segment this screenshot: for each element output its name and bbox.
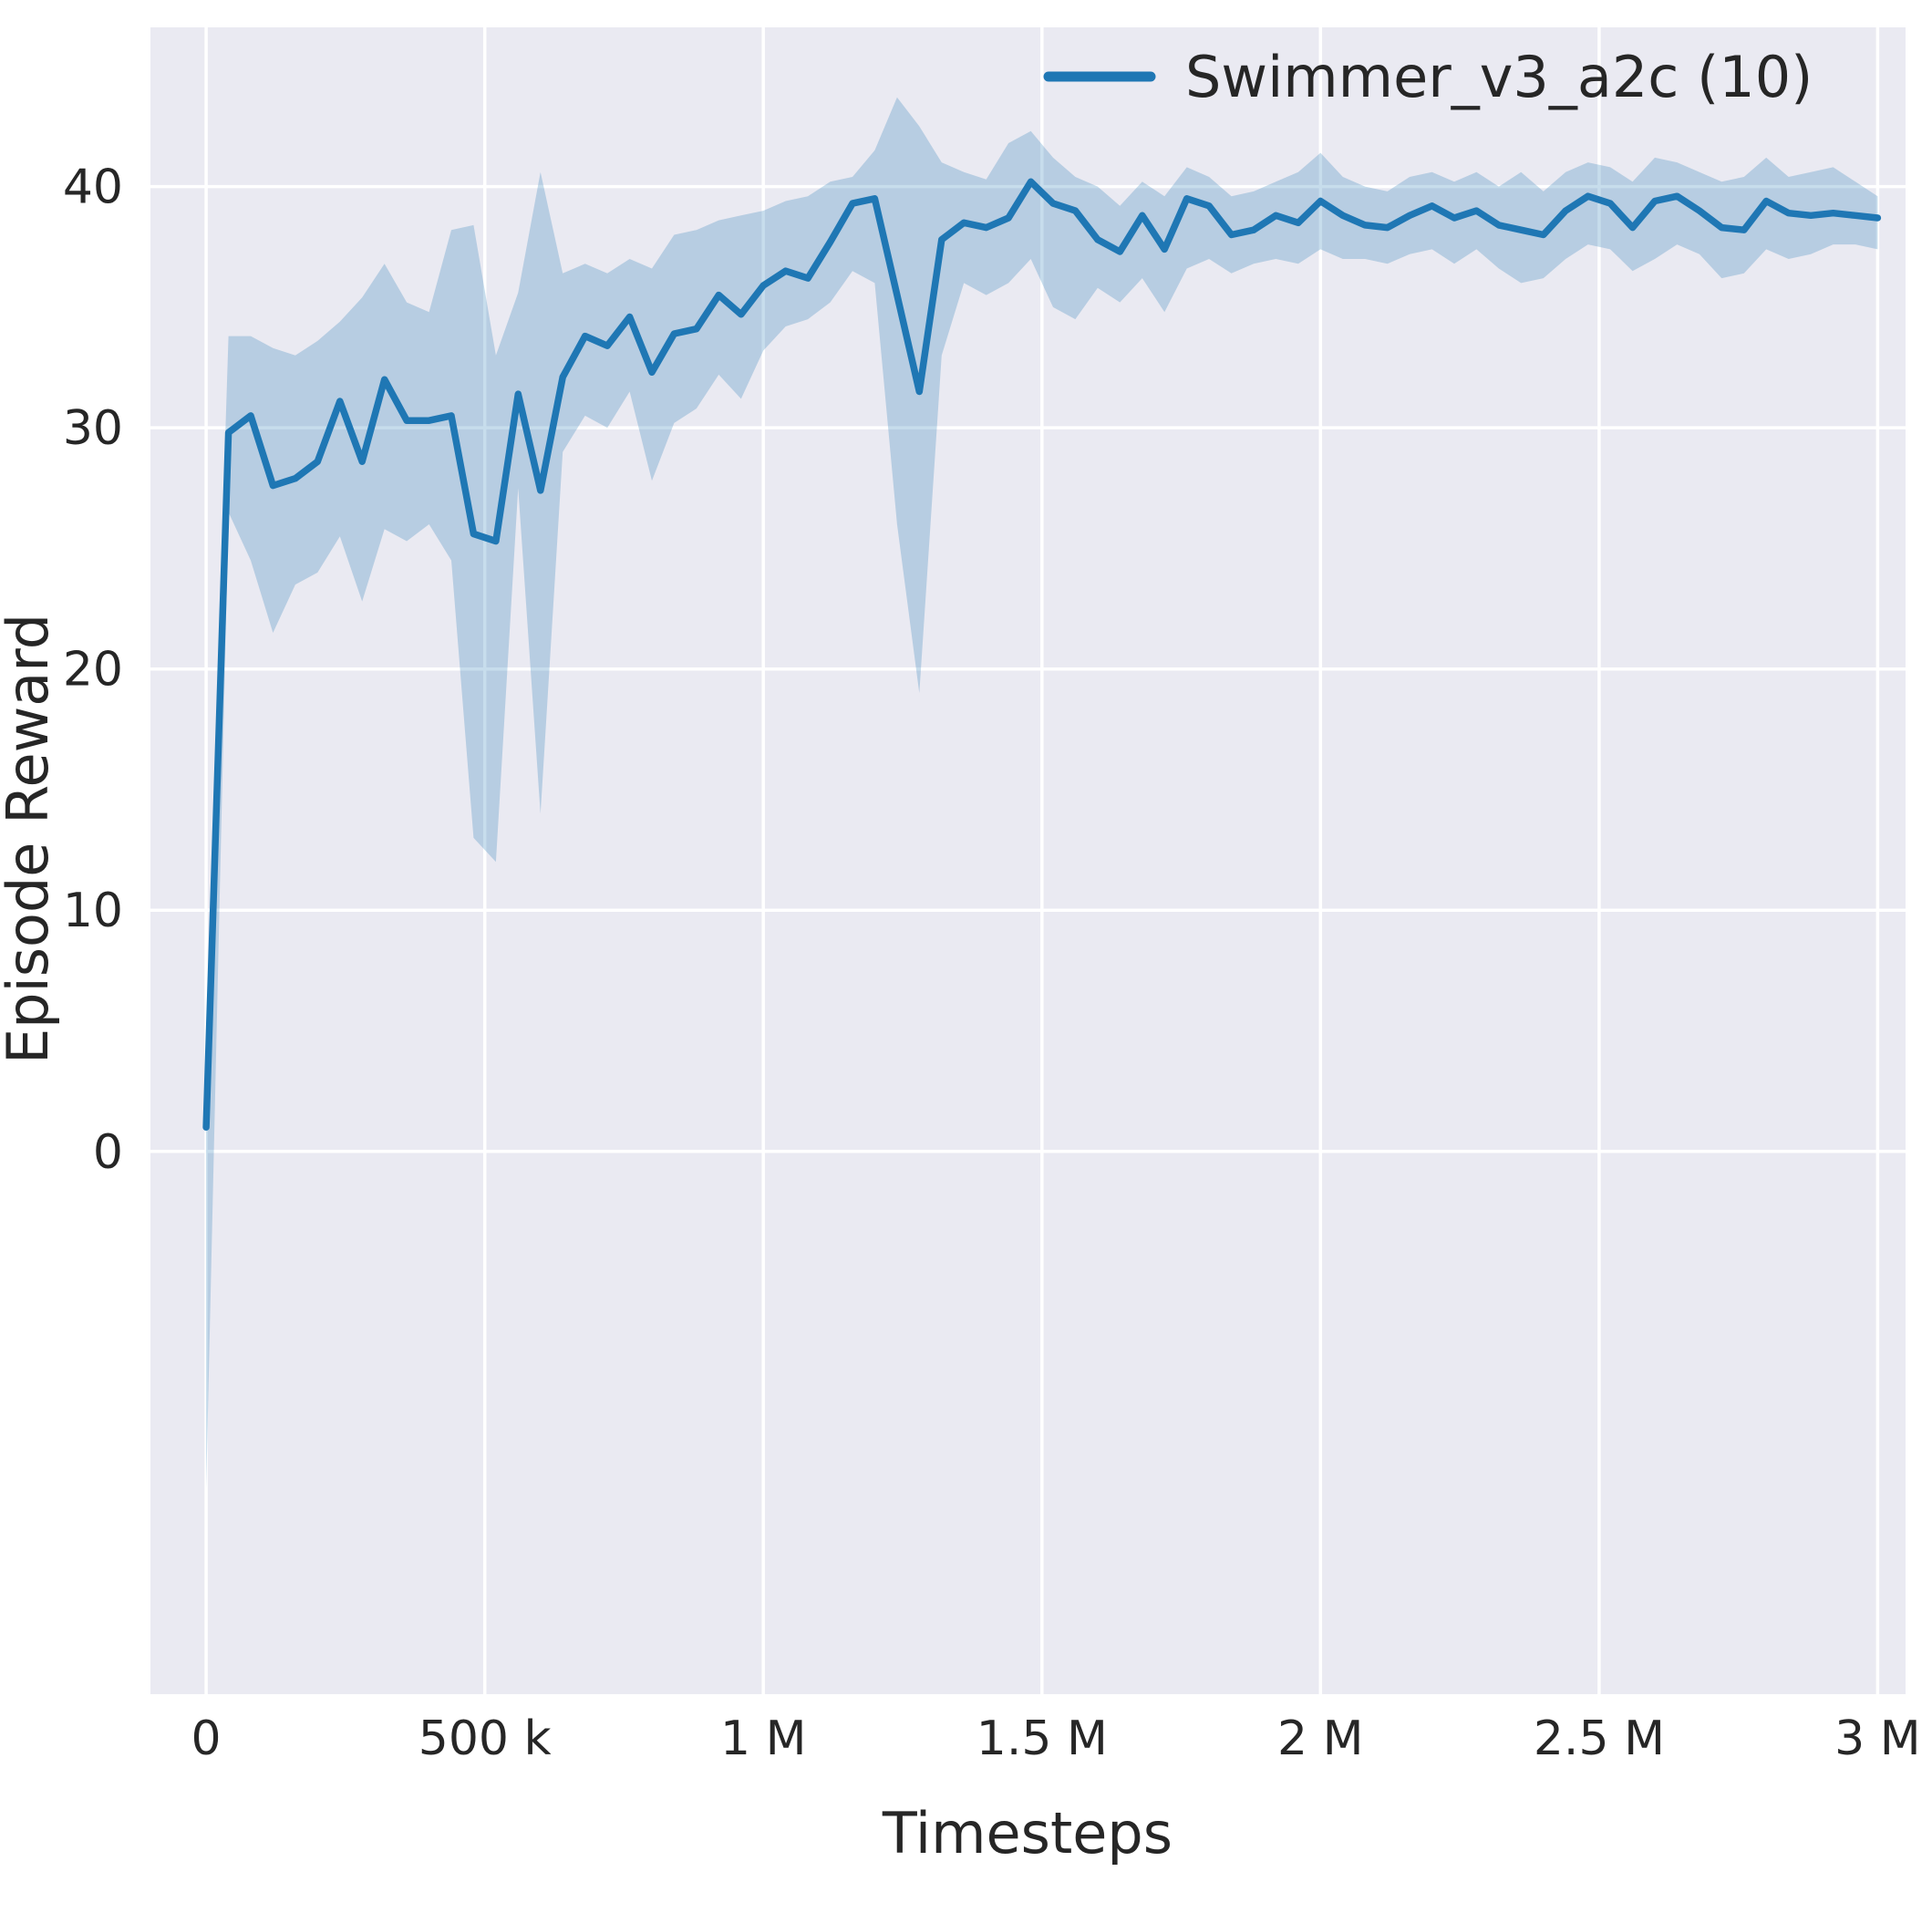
x-tick-label: 3 M [1834,1711,1920,1766]
x-tick-label: 1.5 M [976,1711,1108,1766]
y-tick-label: 30 [63,401,123,456]
x-tick-label: 2 M [1277,1711,1363,1766]
y-tick-label: 10 [63,884,123,938]
y-axis-label: Episode Reward [0,614,61,1064]
x-tick-label: 1 M [720,1711,806,1766]
x-tick-label: 0 [191,1711,222,1766]
plot-area [150,27,1906,1694]
legend: Swimmer_v3_a2c (10) [1043,44,1813,110]
y-tick-label: 40 [63,160,123,215]
x-tick-label: 500 k [418,1711,552,1766]
legend-label: Swimmer_v3_a2c (10) [1185,44,1813,110]
y-tick-label: 0 [93,1125,123,1180]
confidence-band [206,97,1878,1490]
x-tick-label: 2.5 M [1534,1711,1665,1766]
mean-line [202,178,1882,1132]
y-tick-label: 20 [63,643,123,698]
x-axis-label: Timesteps [882,1800,1173,1866]
plot-layers: 0 500 k 1 M 1.5 M 2 M 2.5 M 3 M 0 10 20 30 40 [63,27,1921,1766]
